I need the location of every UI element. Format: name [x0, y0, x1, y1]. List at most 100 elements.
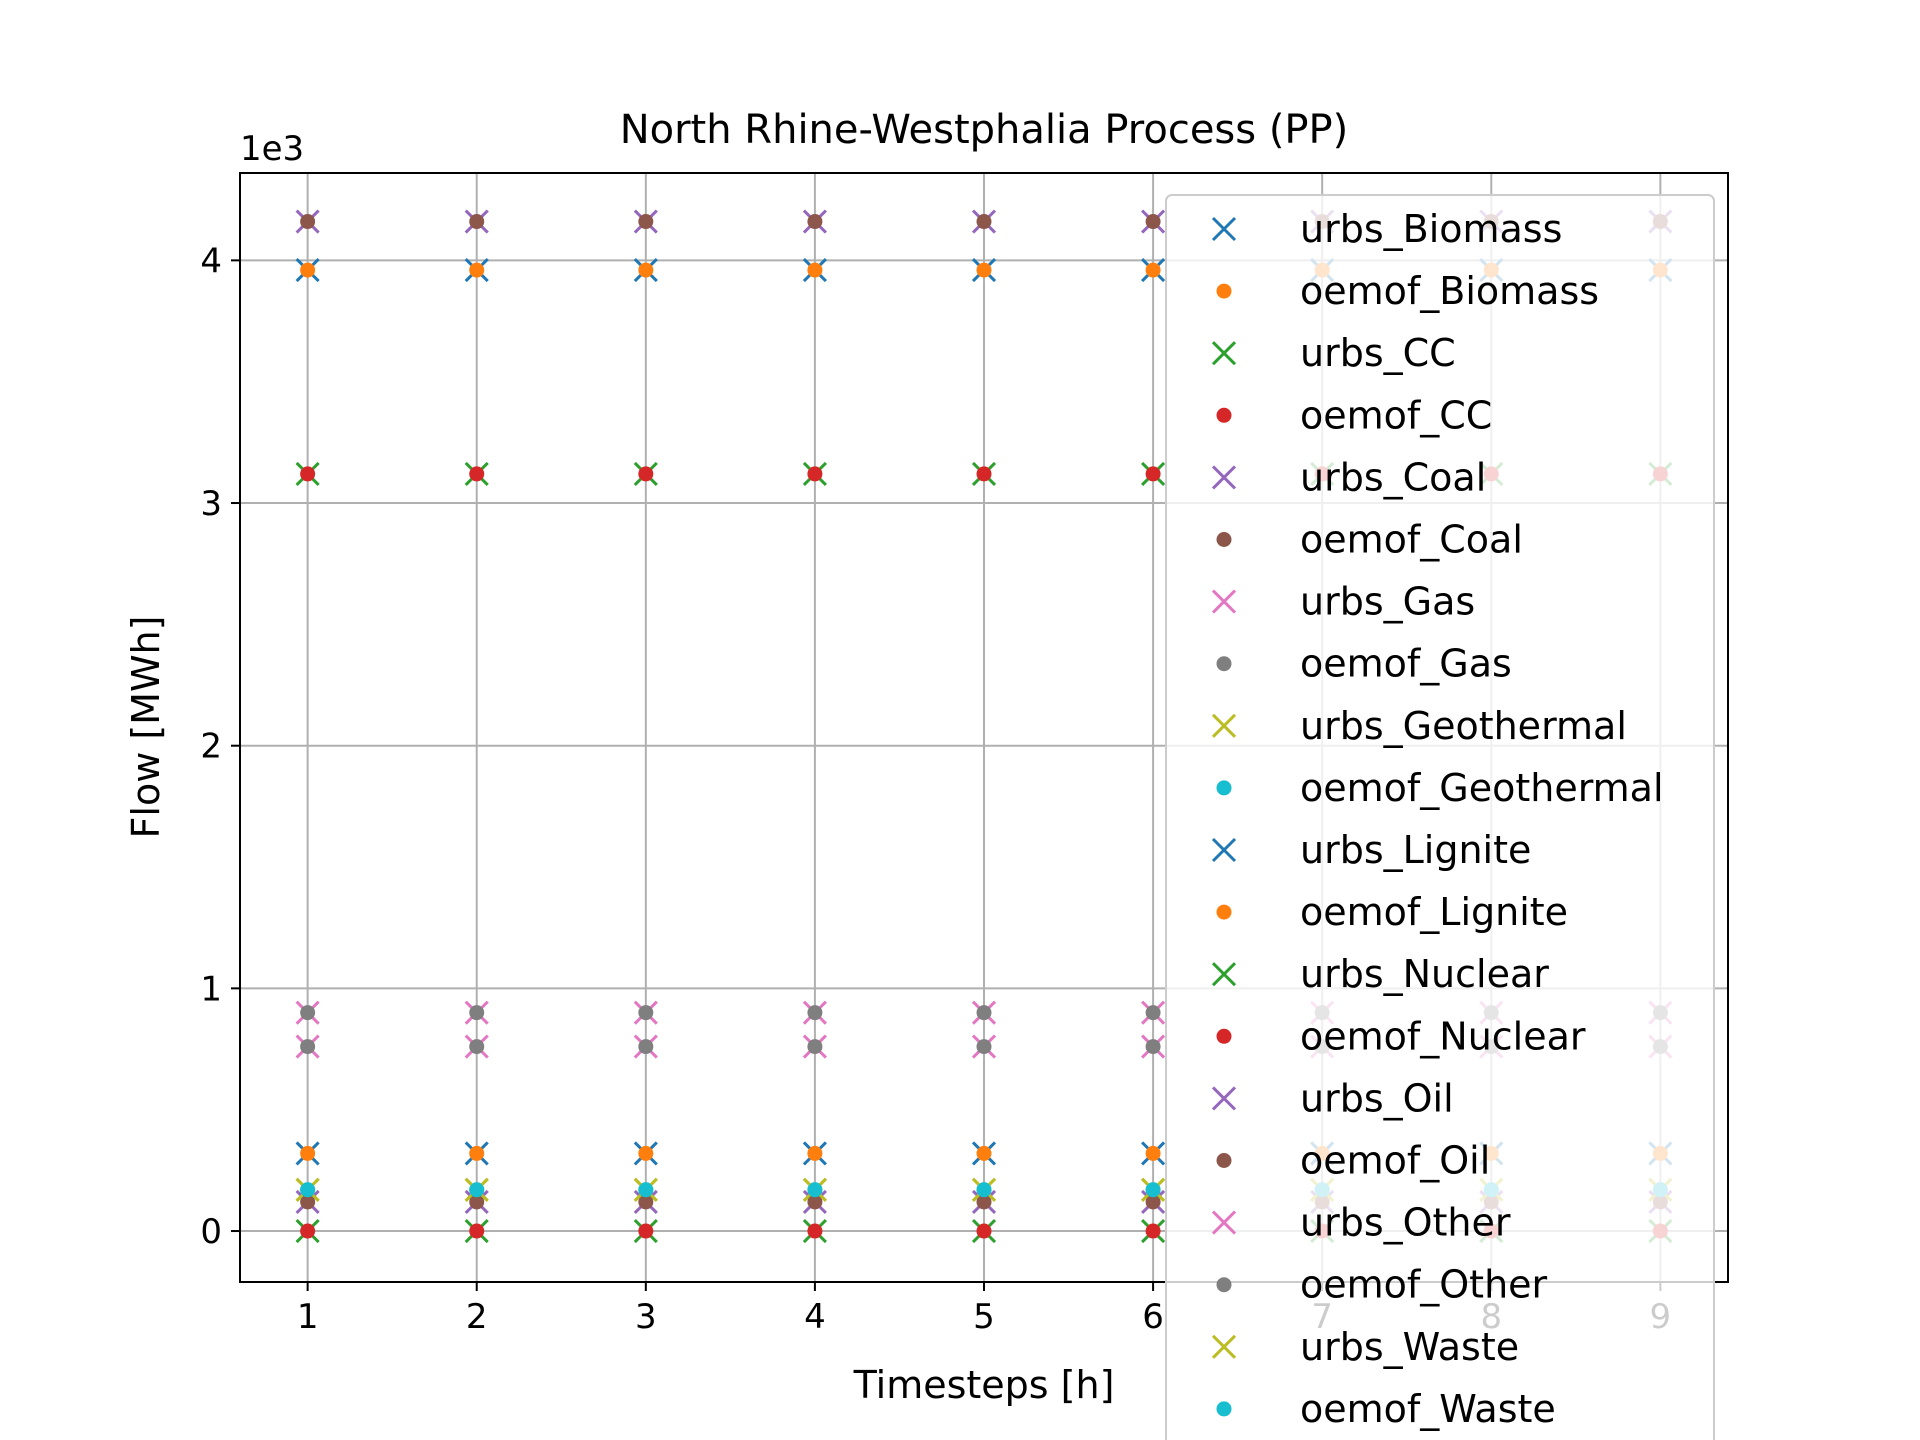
data-point	[807, 1182, 823, 1198]
legend-label: urbs_Biomass	[1300, 207, 1562, 251]
data-point	[976, 1223, 992, 1239]
chart-title: North Rhine-Westphalia Process (PP)	[620, 107, 1349, 153]
legend: urbs_Biomass oemof_Biomass urbs_CC oemof_CC…	[1165, 194, 1715, 1440]
data-point	[469, 1223, 485, 1239]
legend-label: urbs_Lignite	[1300, 828, 1531, 872]
legend-entry: oemof_Lignite	[1216, 890, 1568, 934]
data-point	[469, 1194, 485, 1210]
legend-label: oemof_Waste	[1300, 1387, 1556, 1431]
y-tick-label: 1	[200, 969, 222, 1009]
data-point	[1145, 262, 1161, 278]
x-tick-label: 3	[635, 1297, 657, 1337]
data-point	[807, 1039, 823, 1055]
legend-label: oemof_Geothermal	[1300, 766, 1664, 810]
data-point	[638, 1039, 654, 1055]
data-point	[469, 466, 485, 482]
data-point	[638, 1145, 654, 1161]
legend-marker	[1211, 341, 1237, 366]
legend-marker	[1216, 1277, 1232, 1293]
legend-entry: urbs_Nuclear	[1211, 952, 1549, 996]
y-tick-label: 0	[200, 1212, 222, 1252]
legend-entry: oemof_Gas	[1216, 642, 1512, 686]
legend-marker	[1216, 1028, 1232, 1044]
y-axis-offset-label: 1e3	[240, 129, 304, 169]
legend-entry: oemof_Other	[1216, 1263, 1548, 1307]
data-point	[300, 1039, 316, 1055]
legend-frame	[1165, 194, 1715, 1440]
legend-marker	[1211, 1086, 1237, 1111]
data-point	[976, 1039, 992, 1055]
data-point	[976, 1005, 992, 1021]
data-point	[469, 1182, 485, 1198]
legend-entry: urbs_Biomass	[1211, 207, 1562, 251]
legend-label: oemof_Coal	[1300, 518, 1523, 562]
legend-marker	[1216, 407, 1232, 423]
data-point	[638, 1005, 654, 1021]
legend-marker	[1211, 216, 1237, 242]
data-point	[807, 214, 823, 230]
legend-marker	[1211, 1334, 1237, 1359]
legend-entry: urbs_Oil	[1211, 1076, 1454, 1120]
legend-label: urbs_Waste	[1300, 1325, 1519, 1369]
x-axis-label: Timesteps [h]	[853, 1363, 1115, 1407]
data-point	[976, 214, 992, 230]
x-tick-label: 1	[297, 1297, 319, 1337]
data-point	[469, 1005, 485, 1021]
data-point	[300, 1194, 316, 1210]
data-point	[638, 1182, 654, 1198]
legend-marker	[1211, 589, 1237, 614]
data-point	[807, 262, 823, 278]
legend-marker	[1211, 1210, 1237, 1235]
data-point	[300, 466, 316, 482]
legend-entry: urbs_Lignite	[1211, 828, 1531, 872]
y-axis-label: Flow [MWh]	[124, 616, 168, 839]
legend-label: urbs_Oil	[1300, 1076, 1454, 1120]
data-point	[1145, 466, 1161, 482]
data-point	[976, 466, 992, 482]
data-point	[638, 1194, 654, 1210]
legend-marker	[1216, 780, 1232, 796]
legend-marker	[1211, 713, 1237, 738]
legend-entry: oemof_Oil	[1216, 1139, 1490, 1183]
legend-label: oemof_Oil	[1300, 1139, 1490, 1183]
data-point	[469, 1145, 485, 1161]
legend-label: oemof_CC	[1300, 393, 1492, 437]
data-point	[300, 1005, 316, 1021]
legend-label: oemof_Nuclear	[1300, 1014, 1586, 1058]
legend-label: urbs_CC	[1300, 331, 1456, 375]
legend-marker	[1216, 1153, 1232, 1168]
data-point	[1145, 1194, 1161, 1210]
legend-entry: oemof_Geothermal	[1216, 766, 1664, 810]
legend-entry: oemof_CC	[1216, 393, 1492, 437]
data-point	[638, 262, 654, 278]
legend-marker	[1211, 465, 1237, 490]
legend-entry: oemof_Biomass	[1216, 269, 1599, 313]
legend-entry: urbs_Geothermal	[1211, 704, 1627, 748]
data-point	[976, 1182, 992, 1198]
legend-marker	[1216, 1401, 1232, 1417]
data-point	[1145, 214, 1161, 230]
data-point	[300, 1182, 316, 1198]
y-axis-ticks: 0 1 2 3 4	[200, 241, 240, 1252]
y-tick-label: 2	[200, 727, 222, 767]
data-point	[300, 262, 316, 278]
data-point	[469, 262, 485, 278]
legend-label: urbs_Gas	[1300, 580, 1475, 624]
data-point	[1145, 1145, 1161, 1161]
legend-label: urbs_Other	[1300, 1201, 1511, 1245]
data-point	[807, 1223, 823, 1239]
data-point	[638, 466, 654, 482]
data-point	[300, 1223, 316, 1239]
legend-entry: oemof_Nuclear	[1216, 1014, 1586, 1058]
legend-label: oemof_Gas	[1300, 642, 1512, 686]
data-point	[976, 1194, 992, 1210]
legend-label: urbs_Coal	[1300, 455, 1486, 499]
legend-marker	[1211, 962, 1237, 987]
x-tick-label: 5	[973, 1297, 995, 1337]
data-point	[1145, 1182, 1161, 1198]
legend-label: urbs_Nuclear	[1300, 952, 1549, 996]
data-point	[976, 1145, 992, 1161]
x-tick-label: 6	[1142, 1297, 1164, 1337]
legend-entry: urbs_Coal	[1211, 455, 1486, 499]
